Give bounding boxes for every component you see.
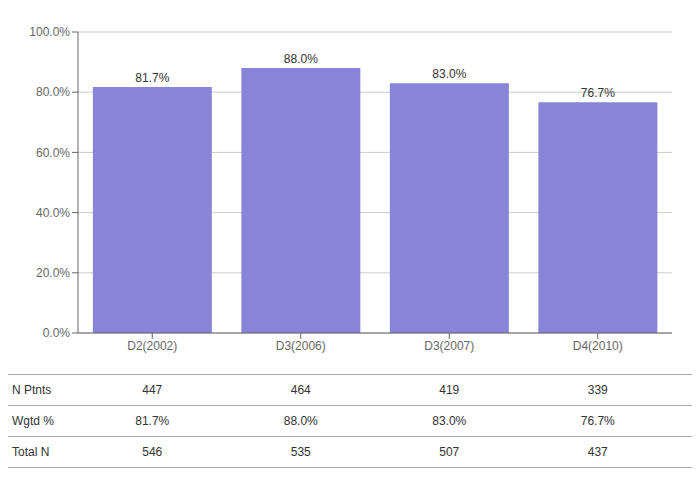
svg-text:D2(2002): D2(2002): [127, 339, 177, 353]
html-text:76.7%: 76.7%: [580, 414, 615, 428]
html-text:81.7%: 81.7%: [135, 414, 170, 428]
html-text:Wgtd %: Wgtd %: [12, 414, 54, 428]
svg-text:D3(2006): D3(2006): [276, 339, 326, 353]
svg-text:D3(2007): D3(2007): [424, 339, 474, 353]
html-text:464: 464: [290, 383, 311, 397]
html-text:546: 546: [142, 445, 163, 459]
svg-text:40.0%: 40.0%: [36, 206, 70, 220]
svg-text:100.0%: 100.0%: [29, 25, 70, 39]
svg-text:60.0%: 60.0%: [36, 146, 70, 160]
html-text:83.0%: 83.0%: [432, 414, 467, 428]
svg-text:D4(2010): D4(2010): [573, 339, 623, 353]
html-text:447: 447: [142, 383, 163, 397]
svg-text:88.0%: 88.0%: [284, 52, 318, 66]
html-text:88.0%: 88.0%: [283, 414, 318, 428]
html-text:419: 419: [439, 383, 460, 397]
html-text:535: 535: [290, 445, 311, 459]
svg-text:76.7%: 76.7%: [581, 86, 615, 100]
html-text:Total N: Total N: [12, 445, 50, 459]
html-text:507: 507: [439, 445, 460, 459]
html-text:437: 437: [587, 445, 608, 459]
html-text:339: 339: [587, 383, 608, 397]
svg-text:83.0%: 83.0%: [432, 67, 466, 81]
svg-text:0.0%: 0.0%: [43, 326, 71, 340]
svg-text:81.7%: 81.7%: [135, 71, 169, 85]
svg-text:20.0%: 20.0%: [36, 266, 70, 280]
html-text:N Ptnts: N Ptnts: [12, 383, 52, 397]
svg-text:80.0%: 80.0%: [36, 85, 70, 99]
